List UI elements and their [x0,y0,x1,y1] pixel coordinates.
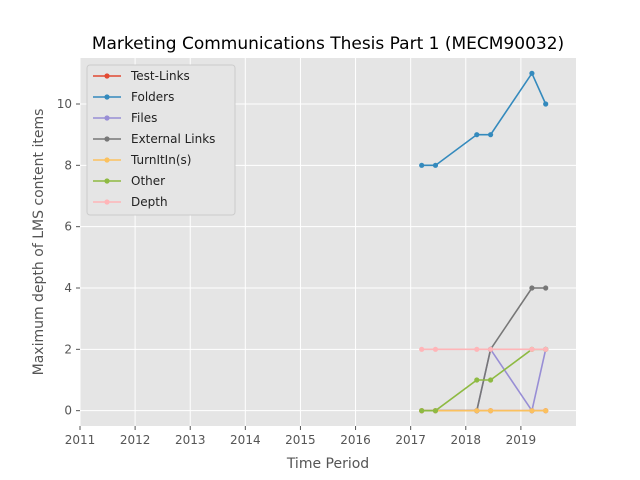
data-point [543,346,549,352]
x-tick-label: 2011 [65,433,96,447]
data-point [474,408,480,414]
legend-marker [104,157,110,163]
data-point [487,408,494,414]
y-tick-label: 4 [64,281,72,295]
chart-title: Marketing Communications Thesis Part 1 (… [92,34,564,54]
y-tick-label: 8 [64,158,72,172]
data-point [474,132,480,138]
data-point [529,70,535,76]
legend-label: Test-Links [130,69,190,83]
legend-label: Files [131,111,157,125]
x-axis-label: Time Period [286,456,369,472]
legend-marker [104,115,110,121]
legend-label: Other [131,174,165,188]
x-tick-label: 2015 [285,433,316,447]
data-point [487,132,494,138]
data-point [543,101,549,107]
legend-label: Depth [131,195,168,209]
legend-marker [104,199,110,205]
x-tick-label: 2013 [175,433,206,447]
legend-marker [104,178,110,184]
x-tick-label: 2012 [120,433,151,447]
x-tick-label: 2017 [395,433,426,447]
data-point [432,408,439,414]
legend-label: External Links [131,132,215,146]
x-tick-label: 2014 [230,433,261,447]
data-point [529,285,535,291]
data-point [419,408,425,414]
data-point [529,346,535,352]
data-point [419,346,425,352]
y-tick-label: 10 [57,97,72,111]
series-1 [419,70,549,168]
legend: Test-Links Folders Files External Links Turn… [86,64,236,216]
x-tick-label: 2016 [340,433,371,447]
data-point [543,285,549,291]
legend-marker [104,136,110,142]
x-axis-ticks: 2011 2012 2013 2014 2015 2016 2017 2018 2019 [65,426,536,447]
legend-box [86,64,236,216]
x-tick-label: 2019 [506,433,537,447]
data-point [474,377,480,383]
y-tick-label: 0 [64,404,72,418]
data-point [529,408,535,414]
series-layer [419,70,549,414]
y-axis-label: Maximum depth of LMS content items [31,109,47,376]
data-point [474,346,480,352]
legend-label: Folders [131,90,174,104]
legend-label: TurnItIn(s) [130,153,191,167]
series-6 [419,346,549,352]
legend-marker [104,73,110,79]
y-axis-ticks: 0 2 4 6 8 10 [57,97,80,418]
data-point [432,346,439,352]
data-point [432,162,439,168]
data-point [487,346,494,352]
x-tick-label: 2018 [451,433,482,447]
data-point [543,408,549,414]
y-tick-label: 2 [64,342,72,356]
legend-marker [104,94,110,100]
data-point [419,162,425,168]
y-tick-label: 6 [64,220,72,234]
data-point [487,377,494,383]
